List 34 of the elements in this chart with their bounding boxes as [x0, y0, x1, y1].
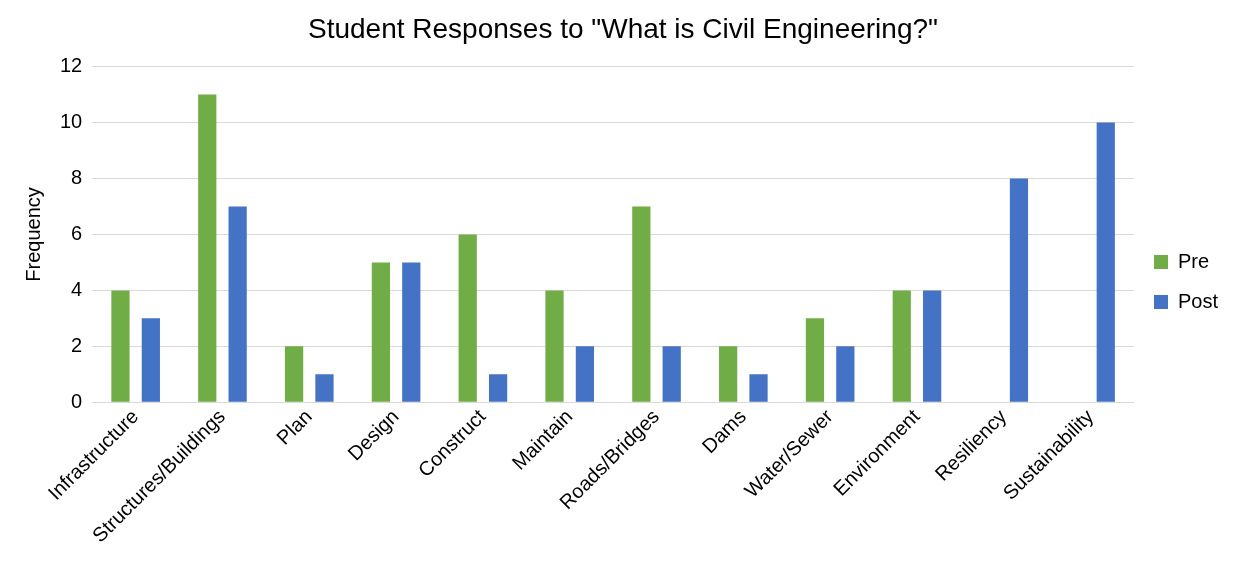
bar: [458, 234, 477, 402]
y-tick-label: 0: [71, 389, 83, 412]
bar: [662, 346, 681, 402]
bar: [805, 318, 825, 402]
y-tick-label: 10: [60, 110, 83, 133]
y-tick-label: 6: [71, 221, 83, 244]
bar: [315, 374, 334, 402]
bar: [545, 290, 564, 402]
y-tick-label: 12: [60, 54, 83, 77]
bar: [749, 374, 768, 402]
bar: [198, 94, 217, 402]
bar: [892, 290, 911, 402]
bar: [228, 206, 247, 402]
y-tick-label: 4: [71, 277, 83, 300]
bar: [575, 346, 595, 402]
bar: [836, 346, 855, 402]
legend-label: Pre: [1177, 249, 1210, 272]
bar: [632, 206, 651, 402]
y-axis-title: Frequency: [21, 187, 44, 282]
bar: [923, 290, 942, 402]
bar: [111, 290, 130, 402]
bar: [371, 262, 391, 402]
bar: [284, 346, 304, 402]
bar: [402, 262, 421, 402]
bar: [1096, 122, 1115, 402]
x-tick-label: Plan: [272, 404, 316, 449]
chart-title: Student Responses to "What is Civil Engineering?": [308, 12, 938, 44]
y-tick-label: 2: [71, 333, 83, 356]
y-tick-label: 8: [71, 166, 83, 188]
legend-label: Post: [1177, 289, 1219, 312]
bar: [141, 318, 160, 402]
bar: [488, 374, 508, 402]
bar: [719, 346, 738, 402]
bar: [1009, 178, 1029, 402]
